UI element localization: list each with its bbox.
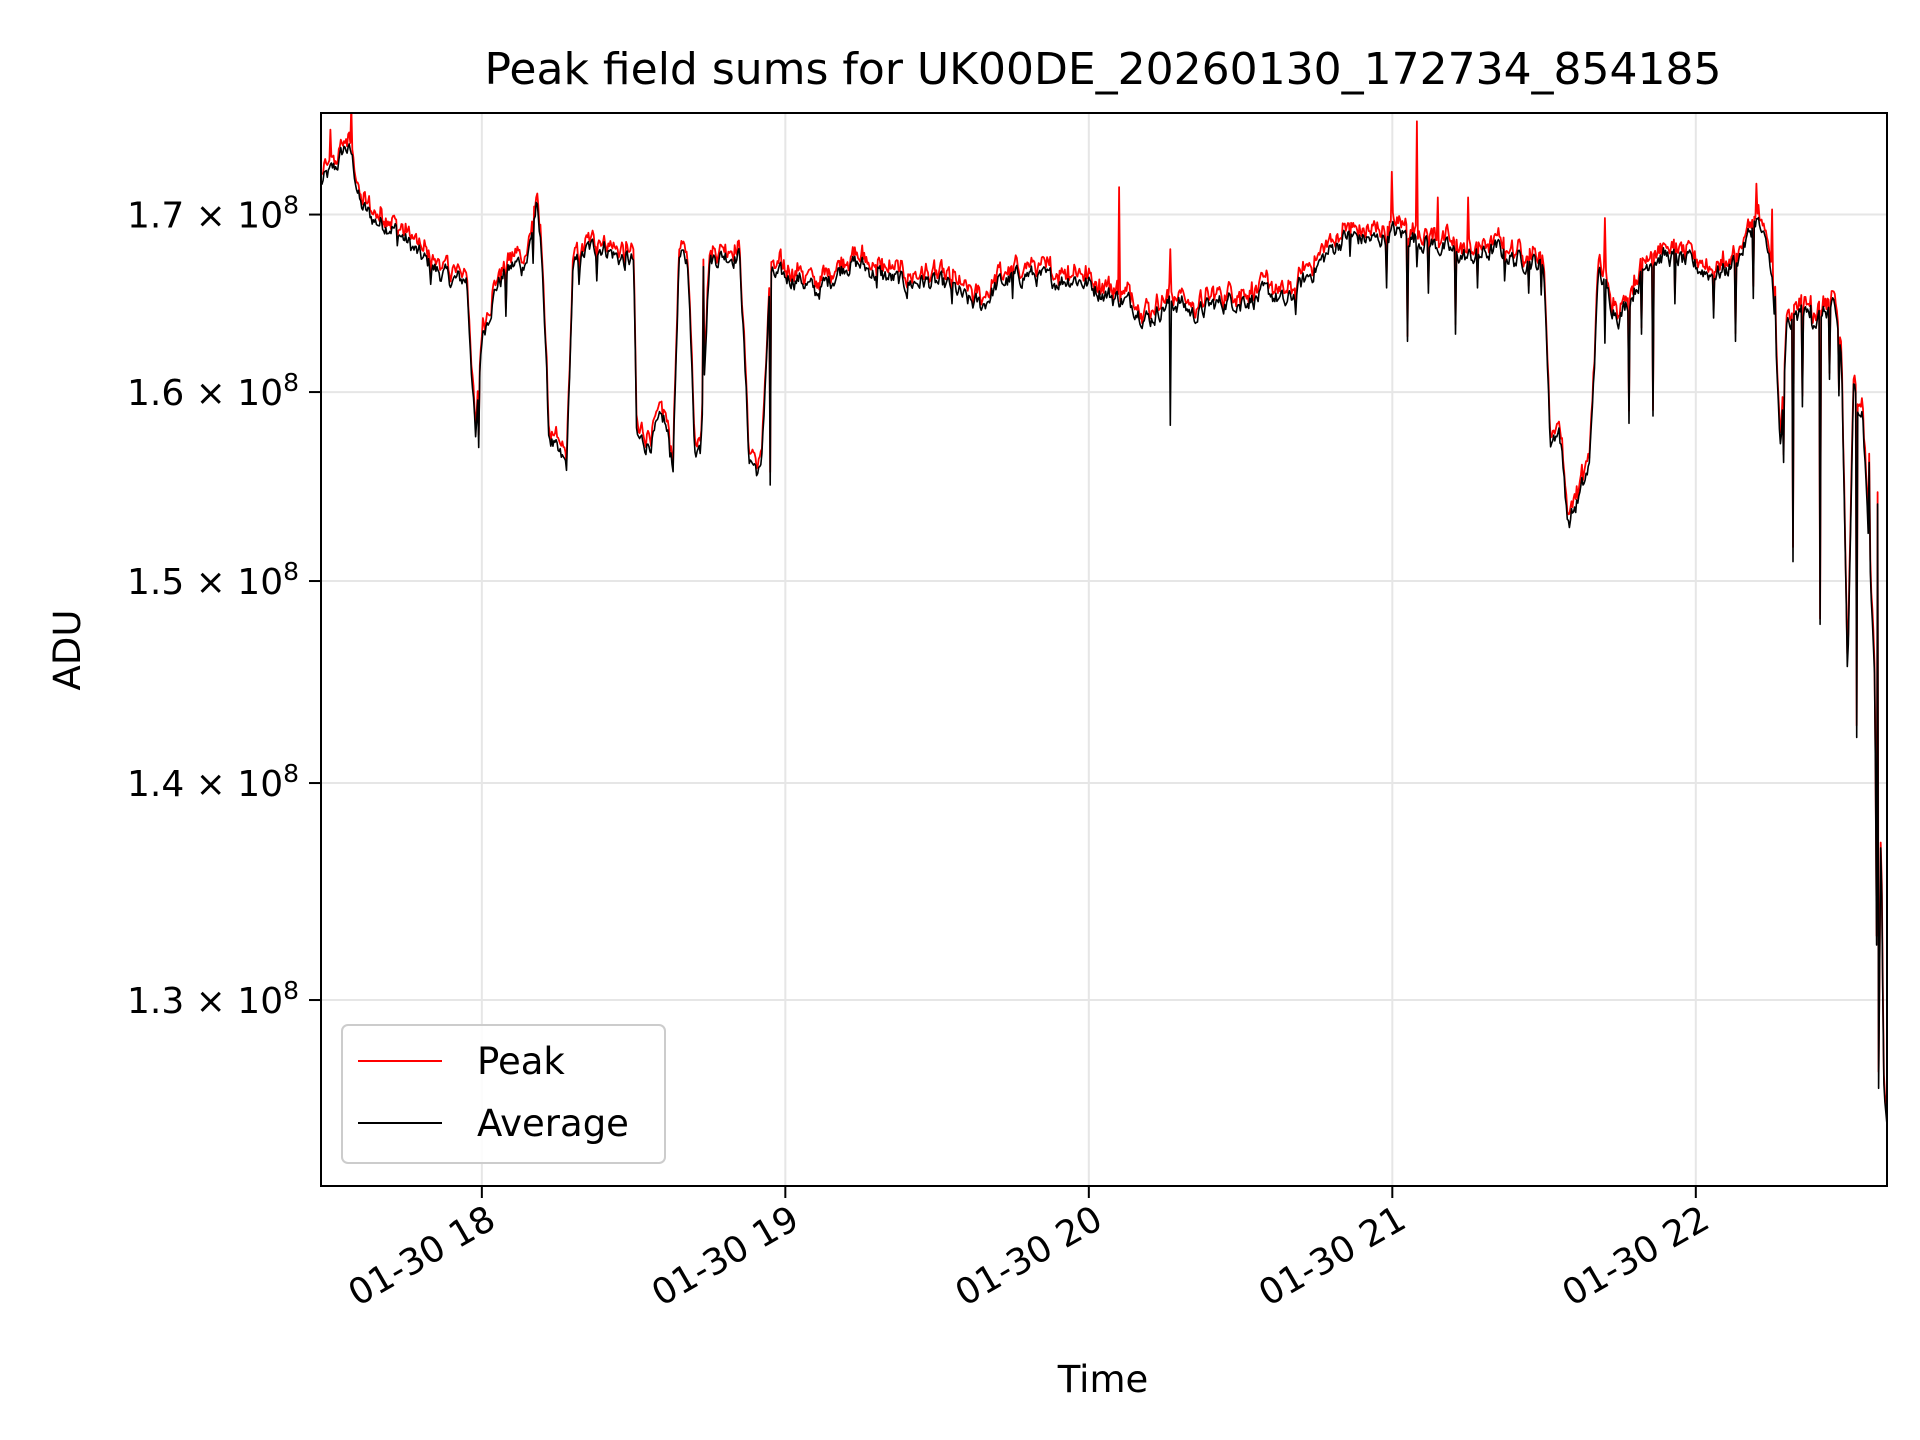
y-tick-label: 1.3 × 108 — [127, 976, 299, 1022]
series-line-peak — [321, 113, 1887, 1117]
y-tick-label: 1.5 × 108 — [127, 557, 299, 603]
y-tick-exponent: 8 — [283, 368, 299, 397]
plot-frame — [320, 112, 1888, 1187]
legend: Peak Average — [341, 1024, 666, 1164]
legend-label-peak: Peak — [477, 1040, 565, 1083]
legend-label-average: Average — [477, 1102, 629, 1145]
y-tick-exponent: 8 — [283, 976, 299, 1005]
y-tick-mantissa: 1.4 — [127, 764, 184, 805]
chart-title: Peak field sums for UK00DE_20260130_1727… — [484, 44, 1721, 95]
y-tick-exponent: 8 — [283, 557, 299, 586]
y-axis-ticks: 1.3 × 108 1.4 × 108 1.5 × 108 1.6 × 108 1.7 … — [127, 191, 321, 1022]
grid-lines — [321, 113, 1887, 1186]
x-axis-label: Time — [1057, 1358, 1149, 1401]
y-tick-label: 1.7 × 108 — [127, 191, 299, 237]
y-tick-mantissa: 1.6 — [127, 373, 184, 414]
y-tick-mantissa: 1.5 — [127, 562, 184, 603]
y-tick-label: 1.4 × 108 — [127, 759, 299, 805]
y-tick-exponent: 8 — [283, 191, 299, 220]
y-tick-mantissa: 1.7 — [127, 196, 184, 237]
y-tick-mantissa: 1.3 — [127, 981, 184, 1022]
y-tick-exponent: 8 — [283, 759, 299, 788]
y-axis-label: ADU — [46, 610, 89, 691]
y-tick-label: 1.6 × 108 — [127, 368, 299, 414]
legend-box — [341, 1024, 666, 1164]
series-line-average — [321, 143, 1887, 1125]
